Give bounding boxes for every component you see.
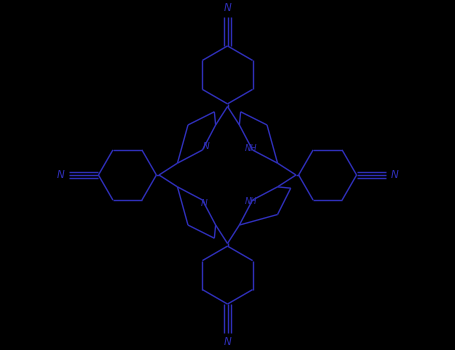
Text: NH: NH: [244, 144, 257, 153]
Text: N: N: [56, 170, 64, 180]
Text: N: N: [223, 3, 232, 13]
Text: N: N: [201, 199, 207, 208]
Text: N: N: [202, 142, 209, 151]
Text: N: N: [391, 170, 399, 180]
Text: NH: NH: [244, 197, 257, 206]
Text: N: N: [223, 337, 232, 347]
